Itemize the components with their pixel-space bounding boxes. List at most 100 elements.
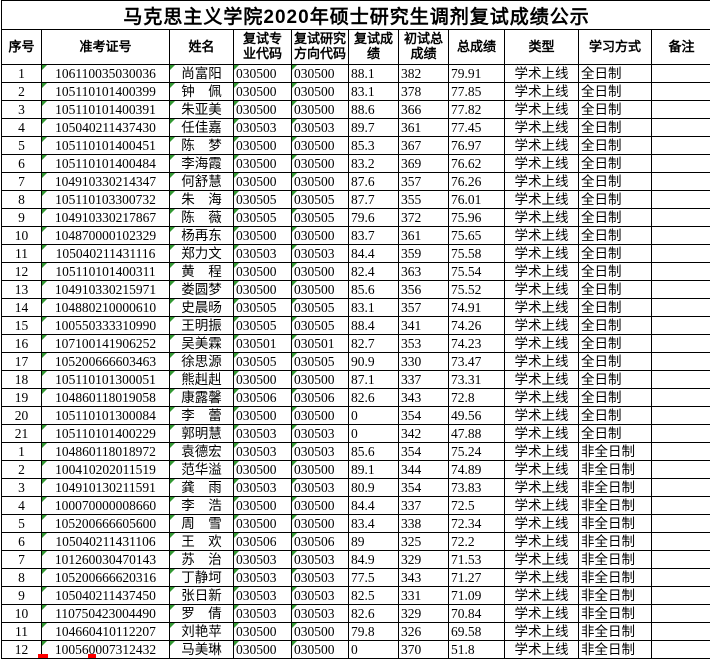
cell-retest-major-code: 030500 (234, 263, 292, 281)
cell-total-score: 77.82 (449, 101, 505, 119)
cell-name: 周 雪 (170, 515, 234, 533)
cell-name: 史晨旸 (170, 299, 234, 317)
cell-flag-triangle-icon (42, 299, 47, 304)
cell-study-mode: 全日制 (579, 191, 652, 209)
cell-flag-triangle-icon (170, 587, 175, 592)
cell-no: 6 (2, 533, 42, 551)
cell-remark (652, 137, 710, 155)
cell-admission-ticket-no: 104870000102329 (42, 227, 170, 245)
cell-retest-score: 88.4 (349, 317, 399, 335)
cell-total-score: 72.8 (449, 389, 505, 407)
cell-admission-ticket-no: 104910330214347 (42, 173, 170, 191)
cell-remark (652, 281, 710, 299)
cell-study-mode: 全日制 (579, 173, 652, 191)
cell-no: 1 (2, 443, 42, 461)
cell-retest-direction-code: 030505 (292, 191, 349, 209)
cell-flag-triangle-icon (292, 317, 297, 322)
cell-retest-direction-code: 030500 (292, 155, 349, 173)
clipped-red-text-artifact (38, 654, 48, 658)
cell-no: 14 (2, 299, 42, 317)
cell-remark (652, 533, 710, 551)
cell-type: 学术上线 (505, 335, 579, 353)
cell-type: 学术上线 (505, 281, 579, 299)
cell-initial-total-score: 354 (399, 479, 449, 497)
cell-flag-triangle-icon (42, 227, 47, 232)
cell-flag-triangle-icon (234, 479, 239, 484)
cell-flag-triangle-icon (234, 281, 239, 286)
cell-admission-ticket-no: 100550333310990 (42, 317, 170, 335)
cell-flag-triangle-icon (170, 173, 175, 178)
cell-flag-triangle-icon (234, 551, 239, 556)
cell-name: 任佳嘉 (170, 119, 234, 137)
cell-admission-ticket-no: 104660410112207 (42, 623, 170, 641)
header-row: 序号准考证号姓名复试专 业代码复试研究 方向代码复试成 绩初试总 成绩总成绩类型… (2, 30, 710, 65)
cell-flag-triangle-icon (292, 227, 297, 232)
cell-total-score: 72.34 (449, 515, 505, 533)
cell-flag-triangle-icon (292, 623, 297, 628)
cell-retest-direction-code: 030500 (292, 137, 349, 155)
cell-retest-score: 89 (349, 533, 399, 551)
cell-flag-triangle-icon (42, 353, 47, 358)
cell-flag-triangle-icon (42, 461, 47, 466)
cell-retest-major-code: 030500 (234, 515, 292, 533)
cell-study-mode: 全日制 (579, 317, 652, 335)
cell-flag-triangle-icon (170, 227, 175, 232)
cell-retest-direction-code: 030503 (292, 587, 349, 605)
cell-admission-ticket-no: 104910330217867 (42, 209, 170, 227)
cell-total-score: 76.26 (449, 173, 505, 191)
cell-no: 9 (2, 209, 42, 227)
cell-admission-ticket-no: 104910130211591 (42, 479, 170, 497)
cell-flag-triangle-icon (170, 407, 175, 412)
cell-flag-triangle-icon (170, 461, 175, 466)
cell-type: 学术上线 (505, 515, 579, 533)
cell-flag-triangle-icon (292, 371, 297, 376)
cell-admission-ticket-no: 105110101400451 (42, 137, 170, 155)
cell-initial-total-score: 342 (399, 425, 449, 443)
cell-total-score: 70.84 (449, 605, 505, 623)
cell-type: 学术上线 (505, 623, 579, 641)
cell-study-mode: 非全日制 (579, 443, 652, 461)
cell-flag-triangle-icon (170, 371, 175, 376)
cell-name: 刘艳苹 (170, 623, 234, 641)
cell-remark (652, 299, 710, 317)
cell-admission-ticket-no: 106110035030036 (42, 65, 170, 83)
cell-flag-triangle-icon (42, 281, 47, 286)
cell-admission-ticket-no: 105110101300051 (42, 371, 170, 389)
cell-flag-triangle-icon (234, 569, 239, 574)
cell-retest-direction-code: 030500 (292, 515, 349, 533)
cell-total-score: 51.8 (449, 641, 505, 659)
cell-flag-triangle-icon (292, 479, 297, 484)
cell-flag-triangle-icon (170, 209, 175, 214)
header-name: 姓名 (170, 30, 234, 65)
cell-name: 王 欢 (170, 533, 234, 551)
header-remark: 备注 (652, 30, 710, 65)
cell-retest-direction-code: 030505 (292, 317, 349, 335)
cell-admission-ticket-no: 105200666620316 (42, 569, 170, 587)
cell-total-score: 73.31 (449, 371, 505, 389)
cell-no: 7 (2, 551, 42, 569)
cell-flag-triangle-icon (42, 191, 47, 196)
cell-flag-triangle-icon (170, 353, 175, 358)
cell-admission-ticket-no: 105110101400399 (42, 83, 170, 101)
cell-flag-triangle-icon (170, 551, 175, 556)
cell-flag-triangle-icon (42, 425, 47, 430)
cell-flag-triangle-icon (170, 83, 175, 88)
cell-type: 学术上线 (505, 101, 579, 119)
header-total-score: 总成绩 (449, 30, 505, 65)
cell-admission-ticket-no: 105200666603463 (42, 353, 170, 371)
cell-name: 丁静坷 (170, 569, 234, 587)
cell-retest-score: 87.7 (349, 191, 399, 209)
cell-flag-triangle-icon (292, 533, 297, 538)
cell-no: 9 (2, 587, 42, 605)
cell-total-score: 76.62 (449, 155, 505, 173)
cell-flag-triangle-icon (292, 389, 297, 394)
cell-initial-total-score: 338 (399, 515, 449, 533)
cell-flag-triangle-icon (42, 83, 47, 88)
cell-retest-direction-code: 030500 (292, 83, 349, 101)
